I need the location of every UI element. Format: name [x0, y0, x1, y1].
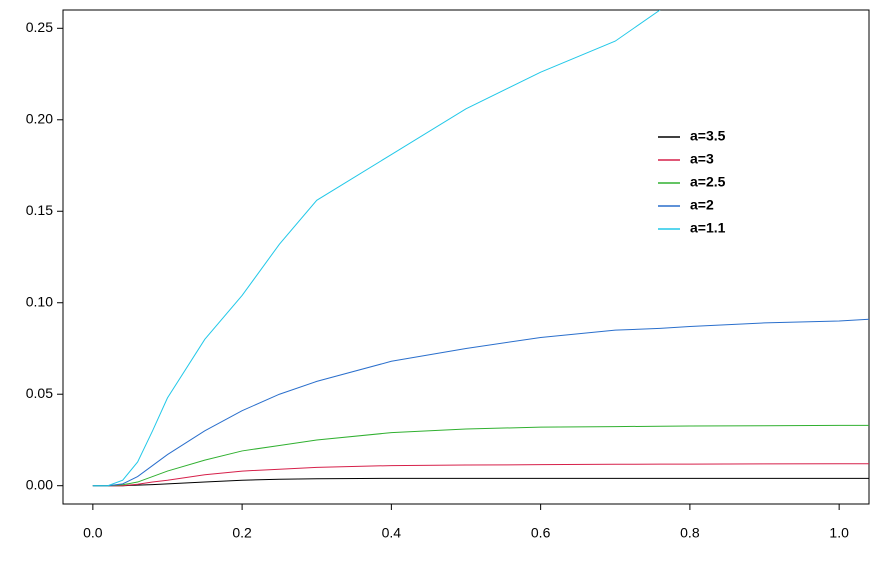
x-tick-label: 0.0: [83, 525, 103, 541]
y-tick-label: 0.20: [26, 110, 53, 126]
legend-label: a=3: [690, 151, 714, 167]
legend-label: a=1.1: [690, 220, 726, 236]
x-tick-label: 0.8: [680, 525, 700, 541]
y-tick-label: 0.00: [26, 476, 53, 492]
series-line: [92, 477, 869, 487]
plot-frame: [62, 9, 870, 505]
y-tick-label: 0.10: [26, 293, 53, 309]
series-line: [92, 318, 869, 487]
legend-label: a=3.5: [690, 128, 726, 144]
x-tick-label: 0.2: [232, 525, 252, 541]
x-tick-label: 0.6: [531, 525, 551, 541]
legend-label: a=2.5: [690, 174, 726, 190]
series-line: [92, 10, 661, 487]
series-line: [92, 463, 869, 487]
x-tick-label: 1.0: [829, 525, 849, 541]
legend-label: a=2: [690, 197, 714, 213]
y-tick-label: 0.15: [26, 202, 53, 218]
y-tick-label: 0.05: [26, 385, 53, 401]
series-line: [92, 424, 869, 487]
x-tick-label: 0.4: [382, 525, 402, 541]
y-tick-label: 0.25: [26, 19, 53, 35]
plot-area: [92, 10, 869, 487]
